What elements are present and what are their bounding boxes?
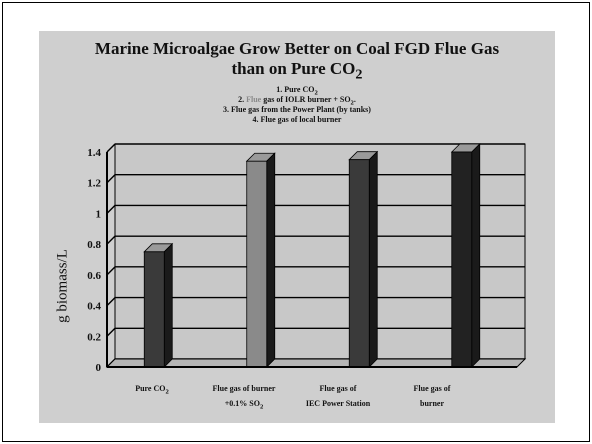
note-subscript: 2 bbox=[350, 99, 354, 107]
y-tick-label: 0.4 bbox=[87, 301, 101, 313]
y-tick-label: 0.2 bbox=[87, 331, 101, 343]
category-text-line2: IEC Power Station bbox=[305, 399, 371, 408]
y-tick-label: 1 bbox=[96, 208, 102, 220]
gridline-depth bbox=[106, 204, 116, 214]
note-text: gas of IOLR burner + SO bbox=[261, 95, 351, 104]
category-text-line1: Flue gas of bbox=[319, 384, 357, 393]
category-text-line1: Flue gas of bbox=[413, 384, 451, 393]
bar-side-1 bbox=[163, 242, 173, 368]
gridline-depth bbox=[106, 235, 116, 245]
bar-chart-plot: 0 0.2 0.4 0.6 0.8 1 1.2 1.4 bbox=[87, 143, 527, 374]
legend-note-4: 4. Flue gas of local burner bbox=[39, 115, 555, 124]
gridline-depth bbox=[106, 266, 116, 276]
note-text: Pure CO bbox=[284, 85, 315, 94]
legend-note-2: 2. Flue gas of IOLR burner + SO2. bbox=[39, 95, 555, 107]
bar-side-3 bbox=[368, 150, 378, 368]
category-label-4: Flue gas of burner bbox=[377, 381, 487, 411]
category-subscript: 2 bbox=[259, 403, 264, 411]
note-flue-word: Flue bbox=[246, 95, 262, 104]
category-text: +0.1% SO bbox=[224, 399, 260, 408]
y-tick-label: 1.4 bbox=[87, 147, 101, 159]
title-line2-subscript: 2 bbox=[355, 66, 363, 83]
chart-title-line1: Marine Microalgae Grow Better on Coal FG… bbox=[94, 39, 500, 58]
category-text-line1: Flue gas of burner bbox=[212, 384, 276, 393]
category-label-1: Pure CO2 bbox=[97, 381, 207, 400]
bar-side-4 bbox=[471, 143, 481, 368]
bar-2 bbox=[246, 160, 268, 368]
note-number: 1. bbox=[276, 85, 283, 94]
y-tick-label: 0.8 bbox=[87, 239, 101, 251]
legend-note-3: 3. Flue gas from the Power Plant (by tan… bbox=[39, 105, 555, 114]
bar-1 bbox=[143, 251, 165, 368]
category-label-3: Flue gas of IEC Power Station bbox=[283, 381, 393, 411]
note-number: 2. bbox=[238, 95, 245, 104]
note-number: 4. bbox=[252, 115, 259, 124]
note-suffix: . bbox=[353, 95, 356, 104]
category-text-line2: +0.1% SO2 bbox=[189, 396, 299, 415]
bar-4 bbox=[451, 151, 473, 368]
category-label-2: Flue gas of burner +0.1% SO2 bbox=[189, 381, 299, 415]
note-text: Flue gas of local burner bbox=[260, 115, 342, 124]
note-subscript: 2 bbox=[314, 89, 318, 97]
y-tick-label: 0 bbox=[96, 362, 102, 374]
chart-panel: Marine Microalgae Grow Better on Coal FG… bbox=[39, 31, 555, 423]
gridline-depth bbox=[106, 143, 116, 153]
category-text-line2: burner bbox=[420, 399, 444, 408]
bar-side-2 bbox=[266, 152, 276, 368]
bar-3 bbox=[348, 159, 370, 368]
note-number: 3. bbox=[223, 105, 230, 114]
y-tick-label: 1.2 bbox=[87, 178, 101, 190]
gridline-depth bbox=[106, 297, 116, 307]
gridline-depth bbox=[106, 327, 116, 337]
y-tick-label: 0.6 bbox=[87, 270, 101, 282]
note-text: Flue gas from the Power Plant (by tanks) bbox=[231, 105, 371, 114]
chart-title-line2: than on Pure CO2 bbox=[39, 59, 555, 83]
category-text: Pure CO bbox=[135, 384, 166, 393]
gridline-depth bbox=[106, 174, 116, 184]
title-line2-text: than on Pure CO bbox=[231, 59, 356, 78]
category-subscript: 2 bbox=[165, 388, 169, 396]
legend-note-1: 1. Pure CO2 bbox=[39, 85, 555, 97]
